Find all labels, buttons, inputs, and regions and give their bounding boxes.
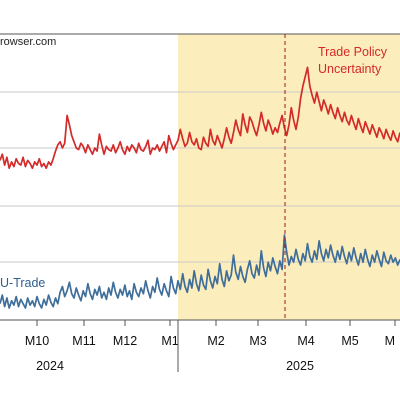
annotation-trade-policy-uncertainty: Trade Policy Uncertainty: [318, 44, 387, 78]
x-tick-label-7: M5: [341, 334, 358, 348]
x-tick-label-2: M12: [113, 334, 137, 348]
gridlines: [0, 91, 400, 263]
x-tick-label-0: M10: [25, 334, 49, 348]
year-label-2025: 2025: [286, 359, 314, 373]
annotation-line-1: Trade Policy: [318, 45, 388, 59]
series-layer: [0, 66, 400, 309]
x-tick-label-4: M2: [207, 334, 224, 348]
series-line-0: [0, 66, 400, 170]
series-line-1: [0, 234, 400, 309]
x-tick-label-3: M1: [161, 334, 178, 348]
x-axis-ticks: M10 M11 M12 M1 M2 M3 M4 M5 M: [25, 320, 396, 348]
x-tick-label-6: M4: [297, 334, 314, 348]
x-tick-label-1: M11: [72, 334, 95, 348]
x-tick-label-5: M3: [249, 334, 266, 348]
annotation-line-2: Uncertainty: [318, 62, 382, 76]
shaded-region: [178, 34, 400, 320]
year-label-2024: 2024: [36, 359, 64, 373]
source-credit: rowser.com: [0, 36, 57, 48]
x-tick-label-8: M: [385, 334, 395, 348]
annotation-eu-trade: U-Trade: [0, 276, 46, 290]
